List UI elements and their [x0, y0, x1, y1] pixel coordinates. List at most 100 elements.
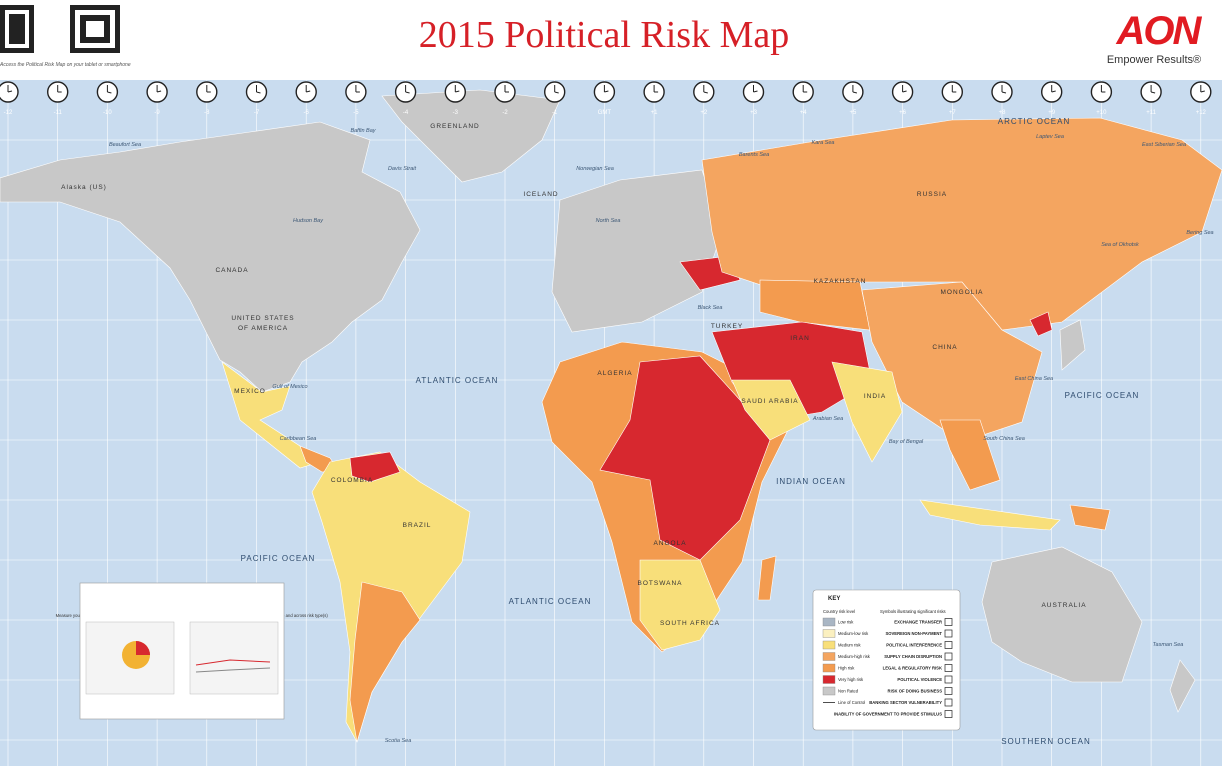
argentina: [349, 581, 421, 743]
country-label: COLOMBIA: [331, 477, 373, 484]
key-symbol-label: INABILITY OF GOVERNMENT TO PROVIDE STIMU…: [834, 712, 942, 717]
clock-hand: [1001, 91, 1007, 94]
country-label: RUSSIA: [917, 191, 947, 198]
clock-hand: [1150, 91, 1156, 94]
sea-label: Black Sea: [698, 305, 723, 311]
time-zone-label: -4: [403, 110, 409, 116]
country-label: BOTSWANA: [638, 580, 683, 587]
key-symbol-icon: [944, 618, 953, 626]
country-label: IRAN: [790, 335, 810, 342]
central-asia: [759, 279, 871, 331]
key-symbol-label: LEGAL & REGULATORY RISK: [883, 666, 942, 671]
key-level-label: Medium-high risk: [838, 654, 871, 659]
qr-codes: [0, 5, 120, 53]
russia: [701, 117, 1222, 331]
papua: [1069, 504, 1111, 531]
tagline: Empower Results®: [1107, 54, 1201, 66]
key-level-label: Medium risk: [838, 643, 861, 648]
key-symbol-label: POLITICAL VIOLENCE: [897, 677, 942, 682]
key-swatch: [822, 640, 836, 650]
india: [831, 361, 903, 463]
indonesia: [919, 499, 1061, 531]
key-swatch: [822, 629, 836, 638]
sea-label: Norwegian Sea: [576, 166, 614, 172]
clock-hand: [753, 90, 758, 93]
time-zone-label: +7: [949, 110, 957, 116]
clock-hand: [703, 91, 708, 94]
clock-hand: [306, 90, 311, 93]
time-zone-label: -5: [353, 110, 359, 116]
time-zone-label: +4: [800, 110, 808, 116]
key-level-label: Line of Control: [838, 700, 865, 705]
sea-label: Kara Sea: [812, 140, 835, 146]
clock-hand: [1051, 90, 1056, 93]
sea-label: Caribbean Sea: [280, 436, 317, 442]
ocean-label: ATLANTIC OCEAN: [416, 376, 499, 385]
key-symbol-icon: [944, 652, 953, 661]
key-level-label: Medium-low risk: [838, 631, 869, 636]
arabia: [731, 379, 811, 441]
sea-label: Davis Strait: [388, 166, 417, 172]
time-zone-label: -10: [103, 110, 112, 116]
ocean-label: ATLANTIC OCEAN: [509, 597, 592, 606]
country-label: UNITED STATES: [231, 315, 294, 322]
country-label: CANADA: [215, 267, 248, 274]
venezuela: [349, 451, 401, 483]
country-label: MONGOLIA: [940, 289, 983, 296]
key-symbol-label: RISK OF DOING BUSINESS: [888, 689, 943, 694]
clock-hand: [405, 91, 410, 94]
time-zone-label: +3: [750, 110, 758, 116]
sea-label: Hudson Bay: [293, 218, 324, 224]
key-swatch: [822, 686, 836, 696]
country-label: MEXICO: [234, 388, 266, 395]
country-label: GREENLAND: [430, 123, 479, 130]
brand-logo: AON: [1116, 9, 1203, 53]
time-zone-label: -2: [502, 110, 508, 116]
key-swatch: [822, 617, 836, 627]
key-symbol-label: SOVEREIGN NON-PAYMENT: [885, 631, 942, 636]
japan: [1059, 319, 1086, 371]
key-swatch: [822, 675, 836, 684]
time-zone-label: -1: [552, 110, 558, 116]
key-levels-heading: Country risk level: [823, 609, 855, 614]
sea-label: Baffin Bay: [350, 128, 376, 134]
sea-label: Bering Sea: [1186, 230, 1213, 236]
key-title: KEY: [828, 596, 840, 602]
country-label: SAUDI ARABIA: [741, 398, 798, 405]
ocean-label: PACIFIC OCEAN: [1065, 391, 1140, 400]
key-box: [812, 589, 961, 731]
clock-hand: [455, 90, 460, 93]
sea-label: Tasman Sea: [1153, 642, 1184, 648]
country-label: INDIA: [864, 393, 886, 400]
time-zone-label: +11: [1146, 110, 1156, 116]
europe: [551, 169, 723, 333]
key-symbol-icon: [944, 629, 953, 638]
sea-label: East Siberian Sea: [1142, 142, 1186, 148]
time-zone-label: -3: [453, 110, 459, 116]
country-label: ALGERIA: [597, 370, 632, 377]
north-korea: [1029, 311, 1053, 337]
southern-africa: [639, 559, 721, 651]
key-level-label: High risk: [838, 666, 855, 671]
sea-label: Arabian Sea: [812, 416, 843, 422]
time-zone-label: +8: [999, 110, 1007, 116]
ocean-label: INDIAN OCEAN: [776, 477, 846, 486]
key-symbol-icon: [944, 698, 953, 707]
sea-label: South China Sea: [983, 436, 1025, 442]
key-level-label: Very high risk: [838, 677, 864, 682]
madagascar: [757, 555, 777, 601]
time-zone-label: -8: [204, 110, 210, 116]
qr-caption: Access the Political Risk Map on your ta…: [0, 62, 131, 68]
time-zone-label: +12: [1196, 110, 1207, 116]
australia: [981, 546, 1143, 683]
key-symbol-icon: [944, 710, 953, 718]
time-zone-clocks: -12 -11 -10 -9 -8 -7 -6 -5 -4 -3 -2 -1 GMT +1 +2 +3 +4 +5…: [0, 81, 1212, 116]
key-level-label: Non Rated: [838, 689, 859, 694]
key-symbol-label: POLITICAL INTERFERENCE: [886, 643, 942, 648]
key-symbol-label: EXCHANGE TRANSFER: [894, 620, 942, 625]
sea-label: Scotia Sea: [385, 738, 412, 744]
sea-label: Beaufort Sea: [109, 142, 141, 148]
time-zone-label: +2: [700, 110, 708, 116]
